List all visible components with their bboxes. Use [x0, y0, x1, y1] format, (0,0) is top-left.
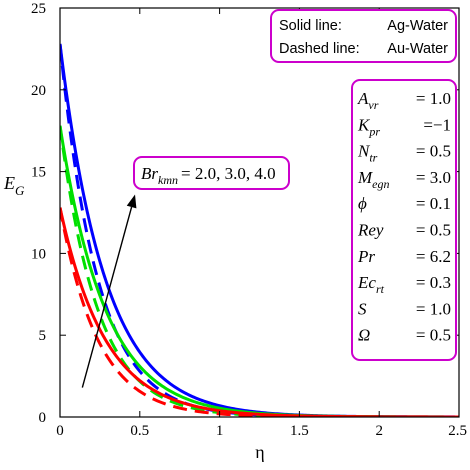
y-tick-label: 25: [31, 1, 46, 17]
brinkman-annotation: Brkmn = 2.0, 3.0, 4.0: [81, 156, 290, 388]
parameter-4: ϕ: [358, 194, 367, 213]
x-tick-label: 0: [56, 423, 64, 439]
parameter-5: Rey: [357, 221, 384, 240]
parameter-value-4: = 0.1: [416, 194, 451, 213]
parameter-2: Ntr: [357, 142, 378, 165]
legend-solid-value: Ag-Water: [387, 18, 448, 34]
parameter-0: Avr: [357, 89, 379, 112]
x-tick-label: 2.5: [448, 423, 467, 439]
annotation-arrow: [81, 206, 133, 388]
y-tick-label: 20: [31, 83, 46, 99]
parameter-value-9: = 0.5: [416, 326, 451, 345]
annotation-box: [133, 156, 290, 190]
parameter-box: Avr = 1.0 Kpr =−1 Ntr = 0.5 Megn = 3.0 ϕ = 0.1 Rey…: [351, 79, 457, 361]
parameter-7: Ecrt: [357, 273, 385, 296]
x-tick-label: 1: [216, 423, 224, 439]
line-style-legend: Solid line: Ag-Water Dashed line: Au-Wat…: [270, 9, 457, 63]
x-tick-label: 1.5: [290, 423, 309, 439]
annotation-arrow-head: [126, 194, 137, 209]
legend-dashed-value: Au-Water: [387, 41, 448, 57]
parameter-3: Megn: [357, 168, 390, 191]
x-tick-label: 0.5: [130, 423, 149, 439]
parameter-value-2: = 0.5: [416, 142, 451, 161]
annotation-text: Brkmn = 2.0, 3.0, 4.0: [141, 164, 276, 187]
parameter-value-8: = 1.0: [416, 299, 451, 318]
y-tick-label: 0: [39, 410, 47, 426]
parameter-8: S: [358, 299, 367, 318]
y-tick-label: 15: [31, 165, 46, 181]
parameter-value-7: = 0.3: [416, 273, 451, 292]
y-tick-label: 5: [39, 328, 47, 344]
parameter-list: Avr = 1.0 Kpr =−1 Ntr = 0.5 Megn = 3.0 ϕ = 0.1 Rey…: [357, 89, 451, 345]
parameter-value-3: = 3.0: [416, 168, 451, 187]
parameter-6: Pr: [357, 247, 375, 266]
parameter-1: Kpr: [357, 115, 380, 138]
x-tick-label: 2: [375, 423, 383, 439]
parameter-value-1: =−1: [423, 115, 451, 134]
legend-dashed-label: Dashed line:: [279, 41, 360, 57]
plot-frame: [59, 7, 460, 418]
tick-layer: 0 0.5 1 1.5 2 2.5 0 5 10 15 20 25: [31, 1, 467, 439]
parameter-value-0: = 1.0: [416, 89, 451, 108]
parameter-box-frame: [351, 79, 457, 361]
y-axis-label: EG: [3, 173, 25, 198]
parameter-9: Ω: [358, 326, 370, 345]
legend-solid-label: Solid line:: [279, 18, 342, 34]
parameter-value-5: = 0.5: [416, 221, 451, 240]
series-line-5: [60, 207, 459, 417]
legend-box: [270, 9, 457, 63]
x-axis-label: η: [255, 442, 264, 462]
y-tick-label: 10: [31, 246, 46, 262]
parameter-value-6: = 6.2: [416, 247, 451, 266]
